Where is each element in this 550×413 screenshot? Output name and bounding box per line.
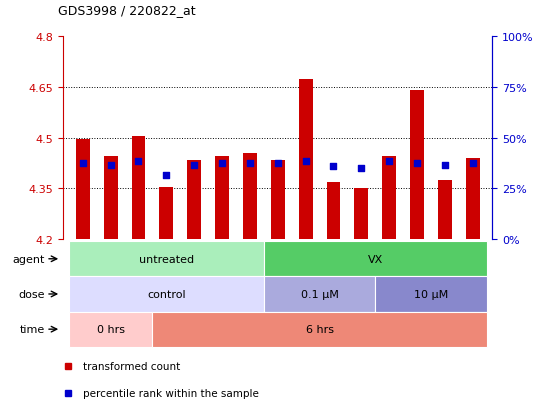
Bar — [69, 242, 264, 277]
Bar — [375, 277, 487, 312]
Text: time: time — [20, 324, 45, 335]
Point — [301, 159, 310, 165]
Text: transformed count: transformed count — [82, 361, 180, 371]
Bar — [264, 277, 375, 312]
Text: 10 μM: 10 μM — [414, 289, 448, 299]
Bar — [264, 242, 487, 277]
Bar — [382, 157, 396, 240]
Bar — [76, 140, 90, 240]
Point — [190, 162, 199, 169]
Text: control: control — [147, 289, 186, 299]
Text: VX: VX — [367, 254, 383, 264]
Point — [441, 162, 449, 169]
Text: 6 hrs: 6 hrs — [306, 324, 333, 335]
Text: untreated: untreated — [139, 254, 194, 264]
Bar — [152, 312, 487, 347]
Point — [134, 159, 143, 165]
Bar — [438, 180, 452, 240]
Bar — [131, 137, 145, 240]
Text: dose: dose — [19, 289, 45, 299]
Point — [106, 162, 115, 169]
Text: agent: agent — [13, 254, 45, 264]
Bar — [243, 154, 257, 240]
Point — [385, 159, 394, 165]
Text: GDS3998 / 220822_at: GDS3998 / 220822_at — [58, 4, 195, 17]
Bar — [271, 160, 285, 240]
Bar — [187, 160, 201, 240]
Point — [329, 164, 338, 170]
Bar — [69, 312, 152, 347]
Bar — [354, 189, 368, 240]
Text: 0.1 μM: 0.1 μM — [301, 289, 338, 299]
Text: percentile rank within the sample: percentile rank within the sample — [82, 388, 258, 398]
Point — [357, 166, 366, 172]
Point — [469, 160, 477, 167]
Point — [78, 160, 87, 167]
Point — [273, 160, 282, 167]
Bar — [299, 79, 312, 240]
Bar — [103, 157, 118, 240]
Bar — [410, 91, 424, 240]
Bar — [327, 182, 340, 240]
Text: 0 hrs: 0 hrs — [97, 324, 125, 335]
Bar — [160, 187, 173, 240]
Bar — [215, 157, 229, 240]
Point — [162, 172, 170, 179]
Bar — [69, 277, 264, 312]
Point — [218, 160, 227, 167]
Point — [412, 160, 421, 167]
Bar — [466, 159, 480, 240]
Point — [245, 160, 254, 167]
